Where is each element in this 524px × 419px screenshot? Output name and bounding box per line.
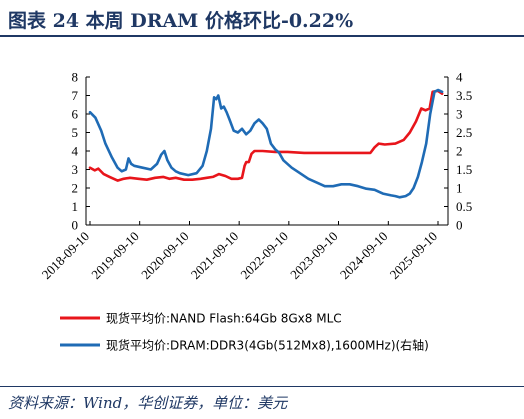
left-y-tick-label: 2 xyxy=(72,181,79,196)
x-tick-label: 2019-09-10 xyxy=(88,229,142,283)
x-tick-labels: 2018-09-102019-09-102020-09-102021-09-10… xyxy=(39,229,441,283)
right-y-tick-label: 1.5 xyxy=(456,162,472,177)
legend-label-nand: 现货平均价:NAND Flash:64Gb 8Gx8 MLC xyxy=(106,311,342,326)
x-tick-label: 2025-09-10 xyxy=(387,229,441,283)
left-y-tick-label: 8 xyxy=(72,70,79,85)
series-line-nand xyxy=(88,89,444,182)
right-y-tick-label: 4 xyxy=(456,70,463,85)
x-tick-label: 2022-09-10 xyxy=(237,229,291,283)
right-y-tick-label: 2.5 xyxy=(456,125,472,140)
right-y-tick-label: 0.5 xyxy=(456,199,472,214)
figure-title: 图表 24 本周 DRAM 价格环比-0.22% xyxy=(8,10,354,32)
right-y-tick-label: 3.5 xyxy=(456,88,472,103)
right-y-tick-label: 1 xyxy=(456,181,463,196)
right-y-tick-label: 3 xyxy=(456,107,463,122)
x-tick-label: 2021-09-10 xyxy=(188,229,242,283)
left-y-tick-label: 6 xyxy=(72,107,79,122)
source-note: 资料来源：Wind，华创证券，单位：美元 xyxy=(8,394,288,412)
right-y-tick-label: 0 xyxy=(456,218,463,233)
chart-legend: 现货平均价:NAND Flash:64Gb 8Gx8 MLC 现货平均价:DRAM… xyxy=(60,311,429,353)
top-rule xyxy=(0,35,524,37)
chart-series xyxy=(88,88,444,199)
chart-axes: 0 1 2 3 4 5 6 7 8 0 0.5 1 1.5 2 2.5 3 3.5 4 xyxy=(72,70,473,233)
left-y-tick-label: 1 xyxy=(72,199,79,214)
left-y-tick-label: 7 xyxy=(72,88,79,103)
left-y-tick-label: 5 xyxy=(72,125,79,140)
x-tick-label: 2024-09-10 xyxy=(337,229,391,283)
bottom-rule xyxy=(0,386,524,387)
x-tick-label: 2018-09-10 xyxy=(39,229,93,283)
left-y-tick-label: 4 xyxy=(72,144,79,159)
right-y-tick-label: 2 xyxy=(456,144,463,159)
left-y-tick-label: 3 xyxy=(72,162,79,177)
x-tick-label: 2023-09-10 xyxy=(287,229,341,283)
figure-header: 图表 24 本周 DRAM 价格环比-0.22% xyxy=(0,0,524,40)
x-tick-label: 2020-09-10 xyxy=(138,229,192,283)
legend-label-dram: 现货平均价:DRAM:DDR3(4Gb(512Mx8),1600MHz)(右轴) xyxy=(106,338,429,353)
series-line-dram xyxy=(88,88,444,199)
left-y-tick-label: 0 xyxy=(72,218,79,233)
